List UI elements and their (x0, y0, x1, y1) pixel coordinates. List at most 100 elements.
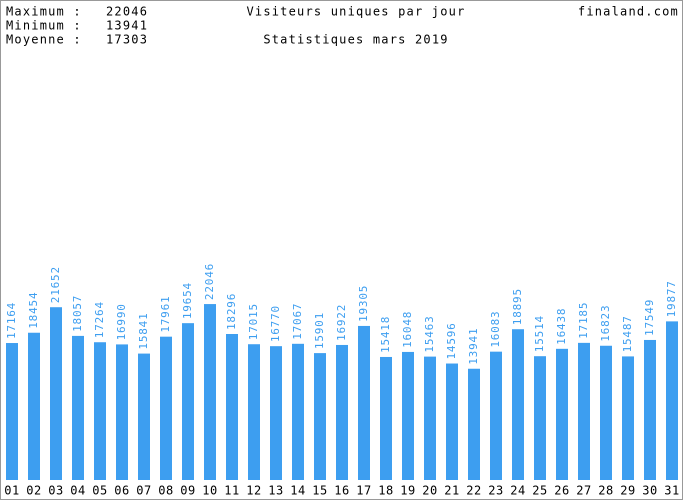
bar (270, 346, 282, 480)
bar (336, 344, 348, 480)
bar (468, 368, 480, 480)
value-label: 17164 (5, 302, 18, 339)
bar (578, 342, 590, 480)
value-label: 19877 (665, 280, 678, 317)
value-label: 19305 (357, 285, 370, 322)
x-tick-label: 10 (202, 484, 217, 498)
x-tick-label: 13 (268, 484, 283, 498)
x-tick-label: 31 (664, 484, 679, 498)
bar (248, 344, 260, 480)
x-tick-label: 23 (488, 484, 503, 498)
value-label: 15418 (379, 316, 392, 353)
bar (490, 351, 502, 480)
bar (666, 321, 678, 480)
value-label: 16048 (401, 311, 414, 348)
value-label: 16922 (335, 304, 348, 341)
bar (358, 325, 370, 480)
x-tick-label: 29 (620, 484, 635, 498)
x-tick-label: 25 (532, 484, 547, 498)
value-label: 17185 (577, 302, 590, 339)
x-tick-label: 30 (642, 484, 657, 498)
value-label: 15514 (533, 315, 546, 352)
summary-value: 22046 (106, 5, 148, 19)
bar (50, 307, 62, 480)
value-label: 17067 (291, 303, 304, 340)
value-label: 19654 (181, 282, 194, 319)
x-tick-label: 28 (598, 484, 613, 498)
bar (446, 363, 458, 480)
x-tick-label: 18 (378, 484, 393, 498)
value-label: 16770 (269, 305, 282, 342)
bar (204, 304, 216, 480)
x-tick-label: 22 (466, 484, 481, 498)
summary-value: 17303 (106, 33, 148, 47)
summary-value: 13941 (106, 19, 148, 33)
x-tick-label: 20 (422, 484, 437, 498)
value-label: 15901 (313, 312, 326, 349)
x-tick-label: 05 (92, 484, 107, 498)
x-tick-label: 07 (136, 484, 151, 498)
value-label: 16823 (599, 305, 612, 342)
x-tick-label: 03 (48, 484, 63, 498)
summary-label: Minimum : (6, 19, 82, 33)
value-label: 22046 (203, 263, 216, 300)
value-label: 16083 (489, 311, 502, 348)
value-label: 16990 (115, 303, 128, 340)
value-label: 18454 (27, 292, 40, 329)
bar (116, 344, 128, 480)
x-tick-label: 08 (158, 484, 173, 498)
value-label: 17961 (159, 296, 172, 333)
x-tick-label: 01 (4, 484, 19, 498)
value-label: 15841 (137, 312, 150, 349)
summary-label: Moyenne : (6, 33, 82, 47)
bar (138, 353, 150, 480)
bar (402, 351, 414, 480)
value-label: 16438 (555, 308, 568, 345)
value-label: 14596 (445, 322, 458, 359)
bar (534, 356, 546, 480)
bar (6, 343, 18, 480)
bar (556, 348, 568, 480)
bar (28, 332, 40, 480)
bar (512, 329, 524, 480)
x-tick-label: 12 (246, 484, 261, 498)
bar (600, 345, 612, 480)
x-tick-label: 21 (444, 484, 459, 498)
bar (182, 323, 194, 480)
x-tick-label: 24 (510, 484, 525, 498)
bar (314, 353, 326, 480)
bar (424, 356, 436, 480)
value-label: 15463 (423, 315, 436, 352)
bar (72, 335, 84, 480)
chart-title: Visiteurs uniques par jour (246, 5, 465, 19)
summary-label: Maximum : (6, 5, 82, 19)
value-label: 21652 (49, 266, 62, 303)
value-label: 17015 (247, 303, 260, 340)
value-label: 13941 (467, 328, 480, 365)
bar (292, 343, 304, 480)
chart-subtitle: Statistiques mars 2019 (263, 33, 448, 47)
x-tick-label: 14 (290, 484, 305, 498)
bar (94, 342, 106, 480)
x-tick-label: 27 (576, 484, 591, 498)
value-label: 18296 (225, 293, 238, 330)
x-tick-label: 16 (334, 484, 349, 498)
bar (226, 333, 238, 480)
x-tick-label: 15 (312, 484, 327, 498)
x-tick-label: 09 (180, 484, 195, 498)
x-tick-label: 04 (70, 484, 85, 498)
x-tick-label: 02 (26, 484, 41, 498)
x-tick-label: 17 (356, 484, 371, 498)
value-label: 15487 (621, 315, 634, 352)
value-label: 18895 (511, 288, 524, 325)
bar (644, 339, 656, 480)
x-tick-label: 19 (400, 484, 415, 498)
bar (380, 356, 392, 480)
x-tick-label: 11 (224, 484, 239, 498)
value-label: 17549 (643, 299, 656, 336)
x-tick-label: 06 (114, 484, 129, 498)
value-label: 18057 (71, 295, 84, 332)
bar (160, 336, 172, 480)
